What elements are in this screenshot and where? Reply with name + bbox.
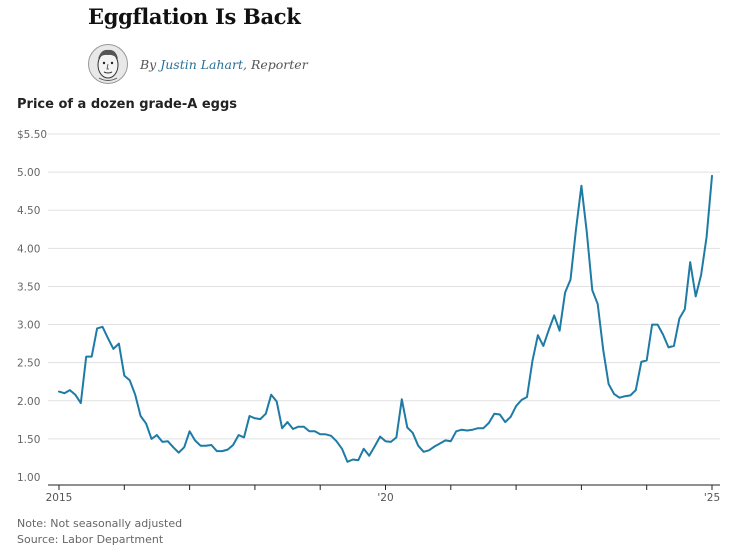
chart-source: Source: Labor Department [17,533,164,546]
y-tick-label: 4.00 [17,243,40,255]
y-tick-label: 1.00 [17,472,40,484]
y-tick-label: 3.50 [17,281,40,293]
y-tick-label: 2.50 [17,358,40,370]
byline: By Justin Lahart, Reporter [140,57,308,72]
y-tick-label: 4.50 [17,205,40,217]
series-line [58,174,713,463]
chart-title: Price of a dozen grade-A eggs [17,97,238,112]
series-layer [58,174,713,463]
y-tick-label: 3.00 [17,320,40,332]
x-axis [48,484,720,490]
author-portrait-icon [97,49,119,81]
x-tick-label: '20 [377,492,393,504]
y-tick-label: $5.50 [17,129,47,141]
x-tick-label: 2015 [46,492,73,504]
chart-note: Note: Not seasonally adjusted [17,517,183,530]
x-tick-label: '25 [704,492,720,504]
byline-prefix: By [140,56,157,72]
y-tick-label: 1.50 [17,434,40,446]
byline-role: , Reporter [243,56,308,72]
y-tick-label: 5.00 [17,167,40,179]
line-chart: 1.00 1.50 2.00 2.50 3.00 3.50 4.00 4.50 5.00 $5.5… [17,129,720,504]
y-tick-label: 2.00 [17,396,40,408]
x-axis-labels: 2015 '20 '25 [46,492,720,504]
byline-row: By Justin Lahart, Reporter [88,44,308,84]
headline: Eggflation Is Back [88,4,301,29]
gridlines [48,133,720,440]
author-avatar [88,44,128,84]
y-axis-labels: 1.00 1.50 2.00 2.50 3.00 3.50 4.00 4.50 5.00 $5.5… [17,129,47,484]
author-link[interactable]: Justin Lahart [160,56,244,72]
